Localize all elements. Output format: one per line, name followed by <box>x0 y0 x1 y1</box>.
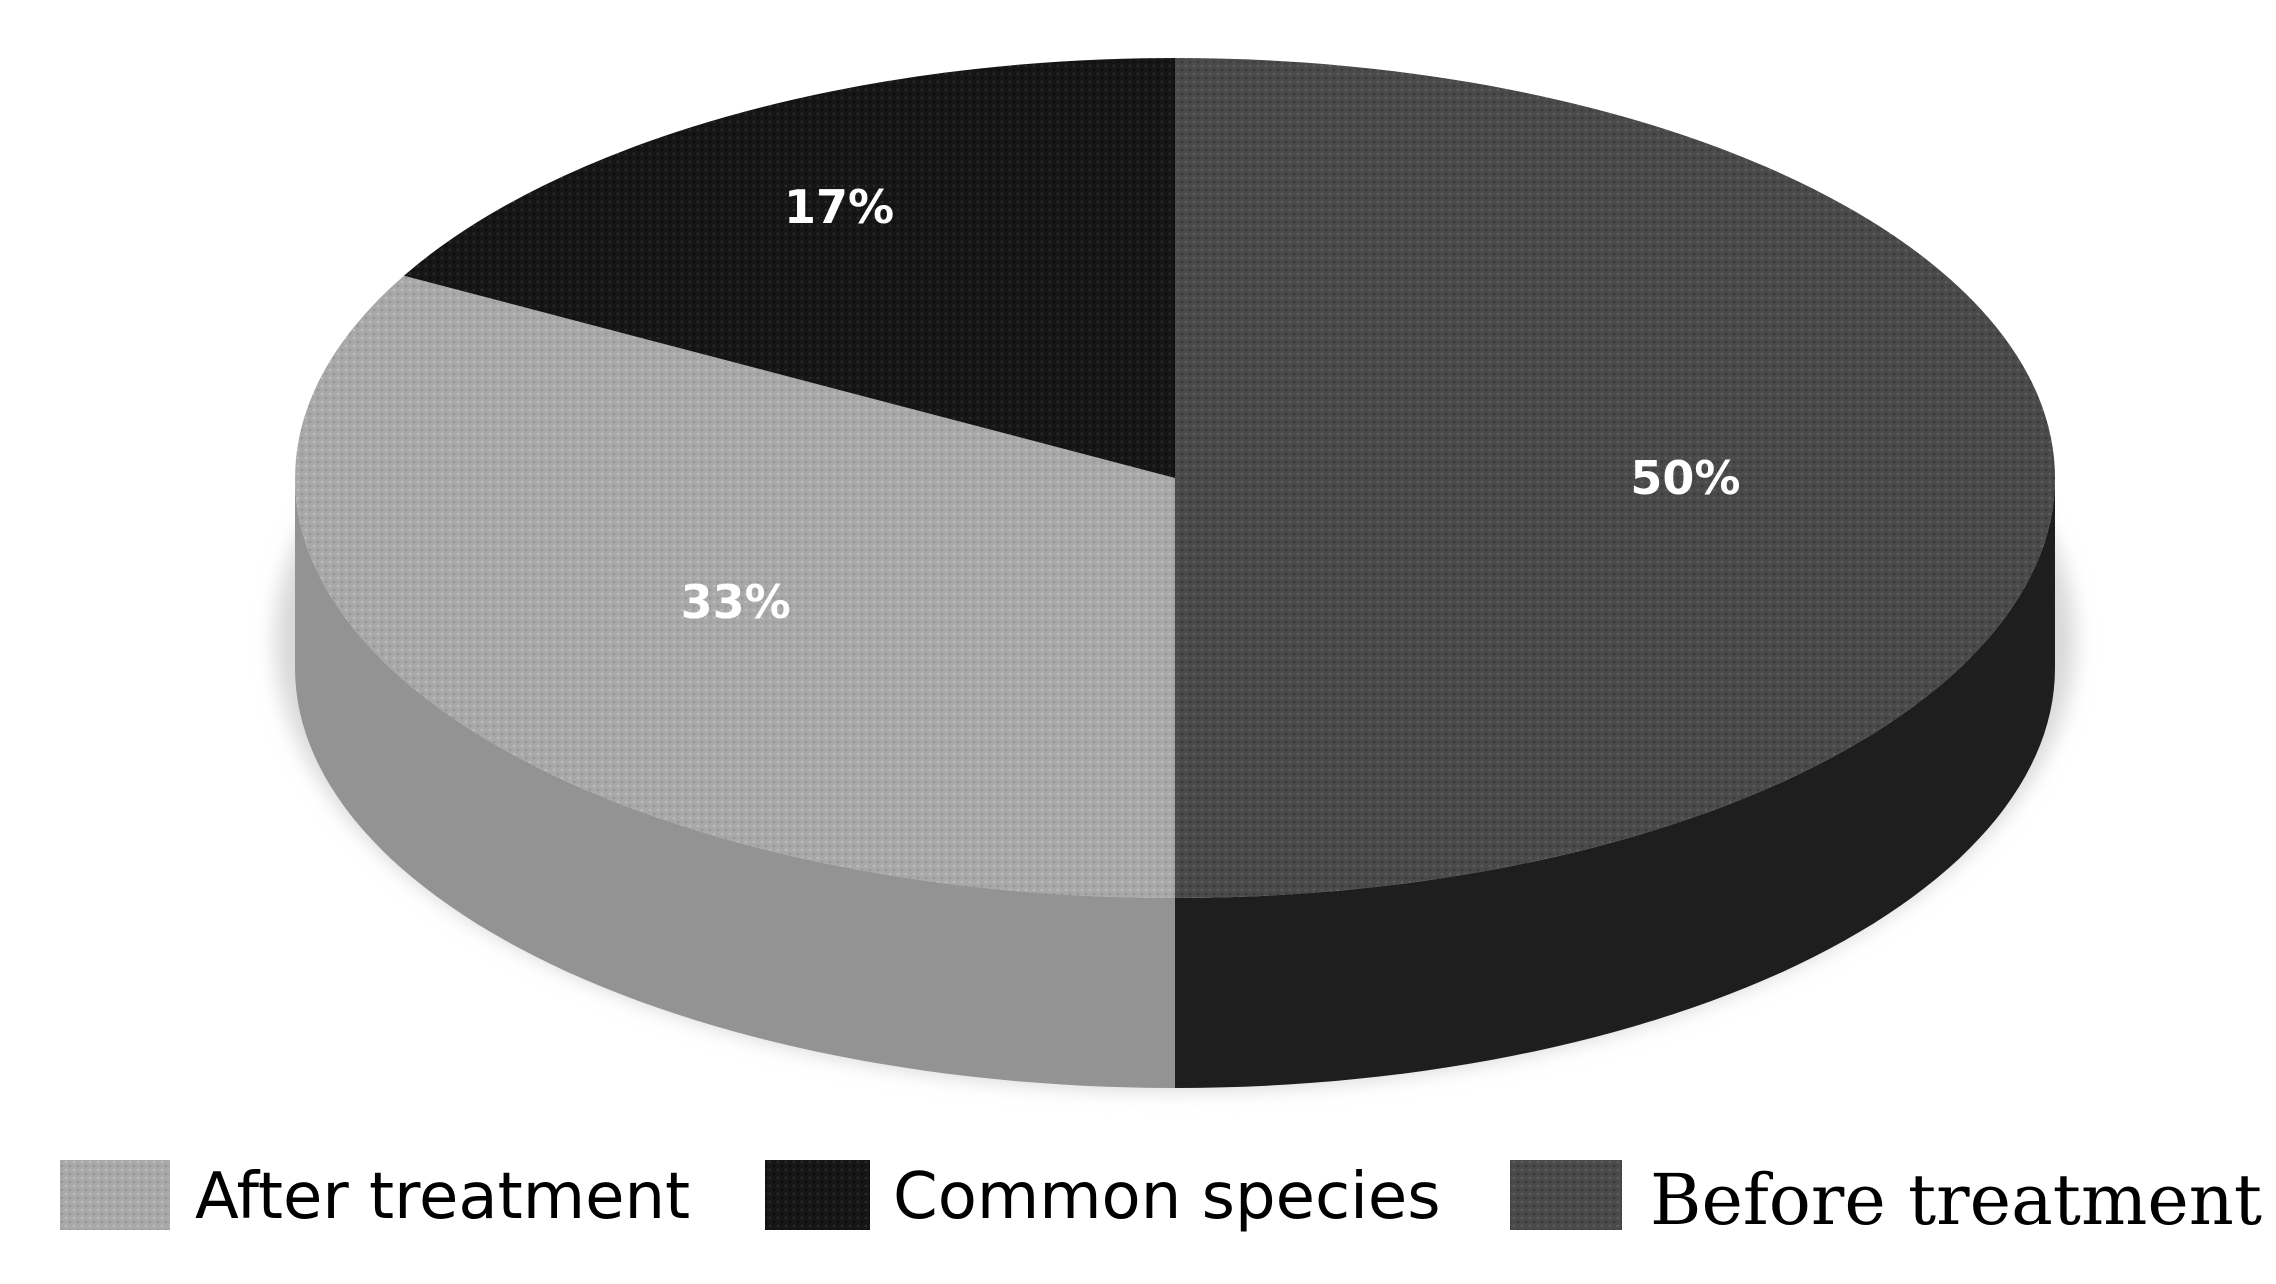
pie-side-before-treatment <box>1175 478 2055 1088</box>
legend-label-before-treatment: Before treatment <box>1650 1159 2262 1241</box>
legend: After treatment Common species Before tr… <box>60 1159 2262 1241</box>
legend-label-common-species: Common species <box>893 1160 1441 1234</box>
pie-label-after-treatment: 33% <box>681 575 791 629</box>
pie-top-slices <box>295 58 2055 898</box>
pie-side-walls <box>295 478 2055 1088</box>
pie-slice-labels: 50% 33% 17% <box>681 180 1741 629</box>
pie-label-common-species: 17% <box>784 180 894 234</box>
pie-slice-common-species <box>403 58 1175 478</box>
legend-swatch-common-species <box>765 1160 870 1230</box>
pie-side-after-treatment <box>295 478 1175 1088</box>
pie-label-before-treatment: 50% <box>1630 451 1740 505</box>
pie-slice-before-treatment <box>1175 58 2055 898</box>
pie-slice-after-treatment <box>295 275 1175 898</box>
legend-label-after-treatment: After treatment <box>195 1160 690 1234</box>
legend-swatch-after-treatment <box>60 1160 170 1230</box>
legend-swatch-before-treatment <box>1510 1160 1622 1230</box>
